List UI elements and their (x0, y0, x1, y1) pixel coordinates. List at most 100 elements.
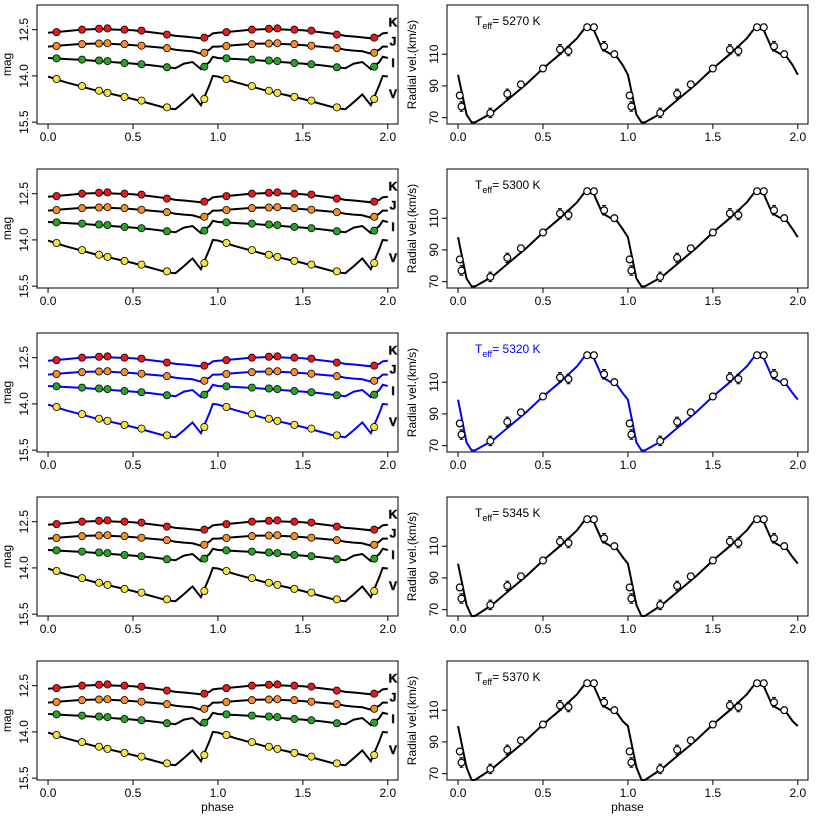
observation (137, 260, 146, 269)
y-axis-label: mag (0, 709, 14, 732)
observation (307, 369, 316, 378)
observation (52, 710, 61, 719)
observation (780, 542, 789, 551)
observation (120, 353, 129, 362)
observation (222, 698, 231, 707)
x-tick-label: 1.5 (705, 294, 722, 308)
observation (95, 712, 104, 721)
observation (247, 738, 256, 747)
observation (162, 719, 171, 728)
observation (52, 192, 61, 201)
observation (120, 748, 129, 757)
observation (370, 423, 379, 432)
y-tick-label: 14.0 (17, 64, 31, 88)
observation (457, 430, 466, 439)
observation (95, 384, 104, 393)
observation (290, 189, 299, 198)
observation (457, 266, 466, 275)
x-tick-label: 0.5 (535, 458, 552, 472)
observation (656, 272, 665, 281)
legend-label: V (389, 415, 397, 429)
observation (222, 534, 231, 543)
panel: 0.0 0.5 1.0 1.5 2.0 70 90 110 Radial vel.(km/s) T… (405, 4, 809, 144)
observation (247, 368, 256, 377)
x-tick-label: 1.0 (620, 622, 637, 636)
observation (200, 554, 209, 563)
observation (200, 689, 209, 698)
observation (290, 550, 299, 559)
observation (273, 88, 282, 97)
observation (103, 744, 112, 753)
observation (370, 525, 379, 534)
observation (120, 696, 129, 705)
observation (103, 203, 112, 212)
observation (457, 758, 466, 767)
observation (307, 533, 316, 542)
observation (222, 520, 231, 529)
observation (583, 187, 592, 196)
observation (264, 220, 273, 229)
x-tick-label: 0.0 (450, 622, 467, 636)
plot-frame (36, 168, 399, 289)
observation (583, 679, 592, 688)
x-tick-label: 2.0 (789, 786, 806, 800)
x-tick-label: 1.0 (210, 130, 227, 144)
observation (78, 189, 87, 198)
y-tick-label: 110 (427, 700, 441, 719)
observation (370, 689, 379, 698)
observation (200, 423, 209, 432)
observation (455, 419, 464, 428)
observation (273, 549, 282, 558)
observation (290, 386, 299, 395)
x-tick-label: 1.5 (705, 786, 722, 800)
observation (583, 23, 592, 32)
x-tick-label: 1.5 (705, 458, 722, 472)
title-part: = 5300 K (492, 178, 540, 192)
panel: 0.0 0.5 1.0 1.5 2.0 12.5 14.0 15.5 mag KJI V (0, 168, 399, 308)
observation (370, 212, 379, 221)
x-tick-label: 0.5 (535, 294, 552, 308)
observation (264, 712, 273, 721)
panel-title: Teff= 5300 K (475, 178, 541, 195)
observation (332, 686, 341, 695)
observation (538, 556, 547, 565)
x-tick-label: 0.5 (125, 786, 142, 800)
panel-title: Teff= 5370 K (475, 670, 541, 687)
panel-title: Teff= 5320 K (475, 342, 541, 359)
observation (564, 211, 573, 220)
y-tick-label: 70 (427, 111, 441, 125)
legend-label: V (389, 251, 397, 265)
observation (222, 206, 231, 215)
y-axis-label: Radial vel.(km/s) (405, 184, 419, 273)
observation (103, 188, 112, 197)
observation (137, 369, 146, 378)
x-tick-label: 1.5 (705, 130, 722, 144)
observation (759, 679, 768, 688)
observation (753, 351, 762, 360)
title-part: eff (482, 21, 492, 31)
y-tick-label: 15.5 (17, 110, 31, 134)
observation (200, 62, 209, 71)
observation (95, 742, 104, 751)
observation (52, 402, 61, 411)
observation (307, 682, 316, 691)
observation (307, 96, 316, 105)
observation (247, 696, 256, 705)
observation (120, 420, 129, 429)
observation (200, 48, 209, 57)
observation (264, 367, 273, 376)
observation (52, 520, 61, 529)
y-axis-label: mag (0, 545, 14, 568)
observation (137, 682, 146, 691)
observation (273, 695, 282, 704)
observation (753, 515, 762, 524)
observation (247, 681, 256, 690)
observation (673, 417, 682, 426)
observation (332, 103, 341, 112)
observation (95, 188, 104, 197)
observation (600, 206, 609, 215)
y-tick-label: 15.5 (17, 602, 31, 626)
observation (137, 388, 146, 397)
observation (290, 714, 299, 723)
observation (137, 552, 146, 561)
